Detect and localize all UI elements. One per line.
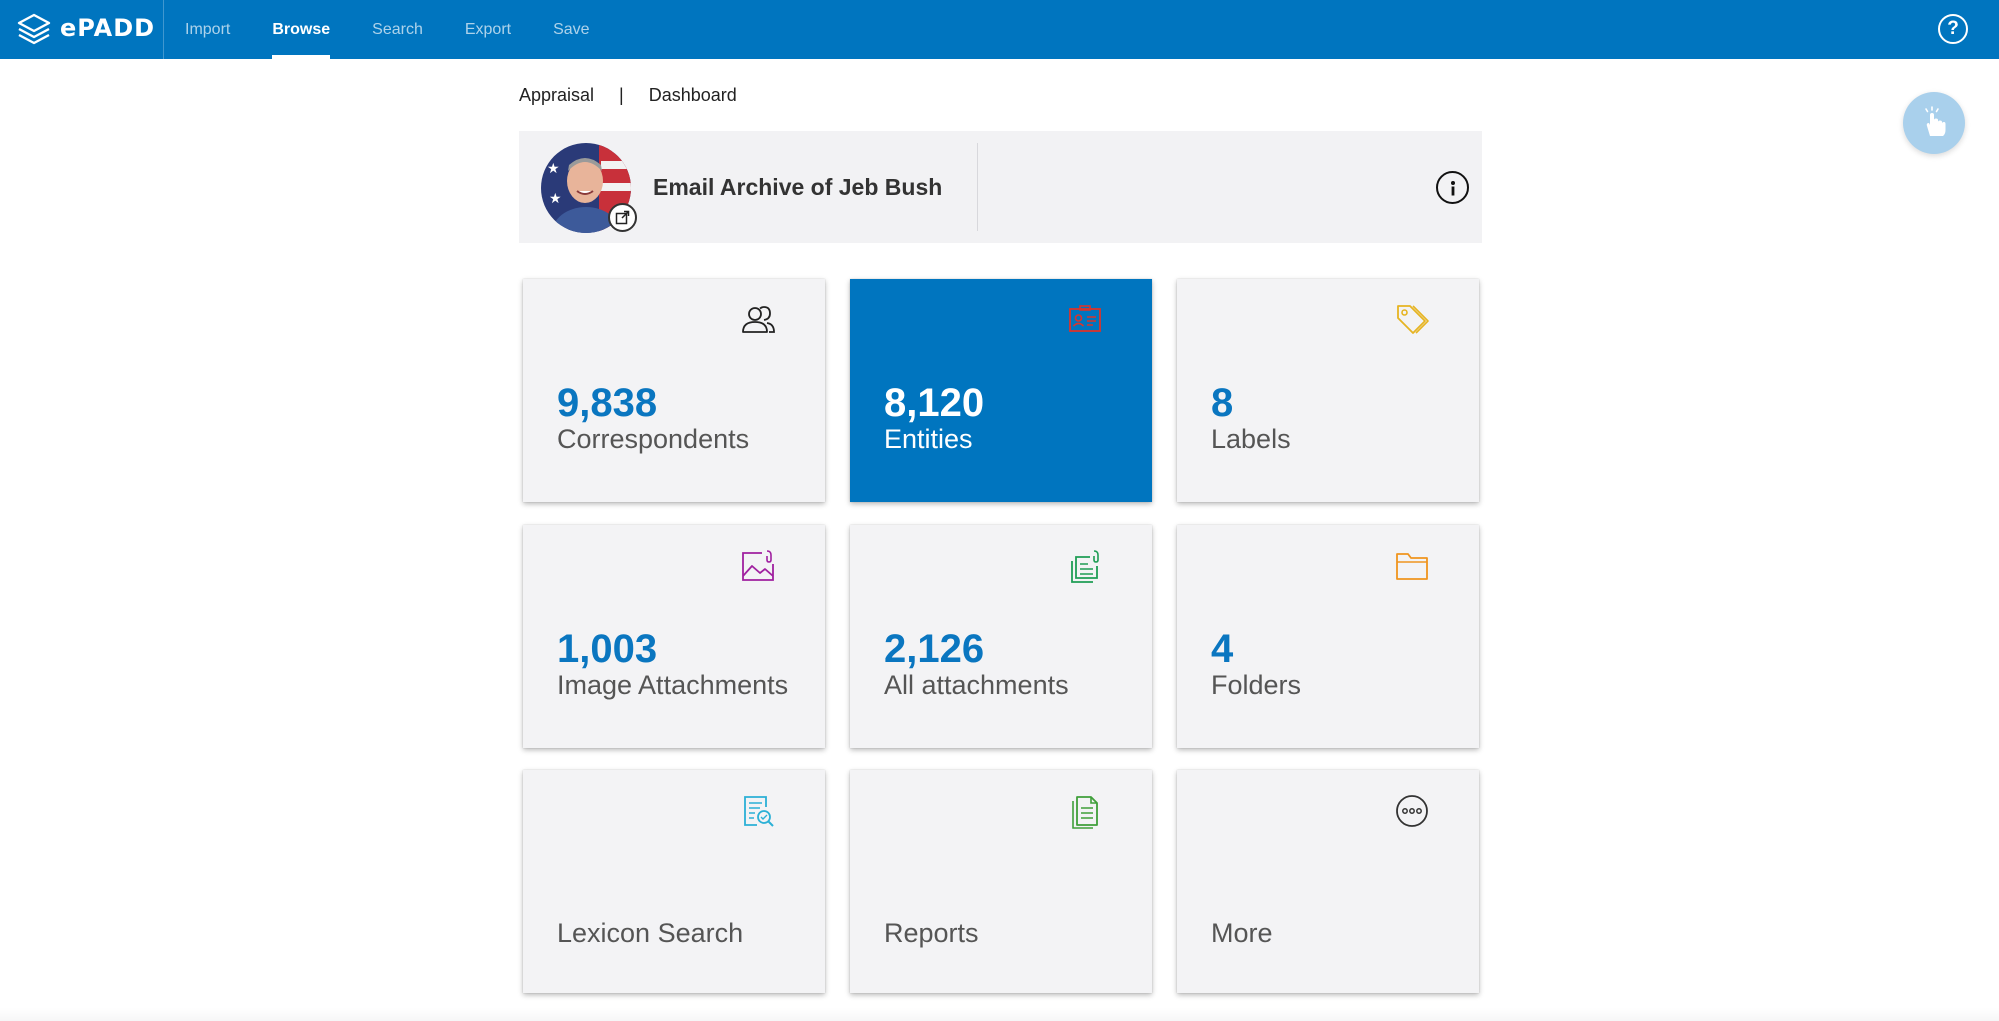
breadcrumb: Appraisal | Dashboard	[519, 84, 737, 106]
nav-export[interactable]: Export	[464, 20, 512, 38]
labels-label: Labels	[1211, 424, 1291, 454]
folder-icon	[1396, 553, 1428, 580]
archive-header: ★ ★ ★ Email Archive of Jeb Bush	[519, 131, 1482, 243]
help-icon: ?	[1947, 18, 1959, 39]
id-card-icon	[1069, 305, 1101, 332]
help-button[interactable]: ?	[1938, 14, 1968, 44]
edit-image-button[interactable]	[608, 203, 637, 232]
tile-correspondents[interactable]: 9,838 Correspondents	[523, 279, 825, 502]
lexicon-search-label: Lexicon Search	[557, 918, 744, 948]
tile-all-attachments[interactable]: 2,126 All attachments	[850, 525, 1152, 748]
folders-label: Folders	[1211, 670, 1302, 700]
labels-count: 8	[1211, 381, 1234, 425]
correspondents-count: 9,838	[557, 381, 658, 425]
entities-label: Entities	[884, 424, 973, 454]
nav-save[interactable]: Save	[553, 20, 590, 38]
breadcrumb-dashboard: Dashboard	[648, 84, 737, 105]
nav-browse[interactable]: Browse	[251, 0, 351, 59]
folders-count: 4	[1211, 627, 1234, 671]
svg-text:★: ★	[547, 161, 560, 177]
archive-divider	[977, 143, 978, 231]
lexicon-search-icon	[744, 796, 774, 827]
info-icon	[1450, 180, 1455, 195]
interaction-mode-button[interactable]	[1903, 92, 1965, 154]
tile-more[interactable]: More	[1177, 770, 1479, 993]
main-nav: Import Browse Search Export Save	[164, 0, 611, 59]
hand-pointer-icon	[1925, 106, 1946, 136]
reports-label: Reports	[884, 918, 979, 948]
nav-import[interactable]: Import	[185, 20, 231, 38]
reports-icon	[1072, 796, 1098, 829]
entities-count: 8,120	[884, 381, 985, 425]
users-icon	[742, 306, 775, 333]
tile-folders[interactable]: 4 Folders	[1177, 525, 1479, 748]
svg-text:★: ★	[549, 191, 562, 207]
image-icon	[742, 550, 774, 581]
top-nav-bar: ePADD Import Browse Search Export Save ?	[0, 0, 1999, 59]
page-bottom-edge	[0, 1008, 1999, 1021]
external-link-icon	[615, 210, 630, 225]
more-icon	[1396, 795, 1428, 827]
breadcrumb-appraisal[interactable]: Appraisal	[519, 84, 595, 105]
archive-title: Email Archive of Jeb Bush	[653, 174, 943, 200]
all-attachments-label: All attachments	[884, 670, 1069, 700]
tile-labels[interactable]: 8 Labels	[1177, 279, 1479, 502]
tile-lexicon-search[interactable]: Lexicon Search	[523, 770, 825, 993]
breadcrumb-separator: |	[619, 84, 624, 105]
attachments-icon	[1071, 550, 1099, 583]
nav-search[interactable]: Search	[372, 20, 423, 38]
tile-reports[interactable]: Reports	[850, 770, 1152, 993]
more-label: More	[1211, 918, 1273, 948]
tags-icon	[1397, 305, 1429, 334]
tile-image-attachments[interactable]: 1,003 Image Attachments	[523, 525, 825, 748]
logo-text: ePADD	[60, 14, 156, 42]
tile-entities[interactable]: 8,120 Entities	[850, 279, 1152, 502]
image-attachments-label: Image Attachments	[557, 670, 789, 700]
archive-info-button[interactable]	[1436, 171, 1469, 204]
nav-divider	[163, 0, 164, 59]
epadd-logo[interactable]: ePADD	[16, 10, 155, 46]
correspondents-label: Correspondents	[557, 424, 750, 454]
epadd-logo-icon	[17, 13, 51, 45]
image-attachments-count: 1,003	[557, 627, 658, 671]
all-attachments-count: 2,126	[884, 627, 985, 671]
